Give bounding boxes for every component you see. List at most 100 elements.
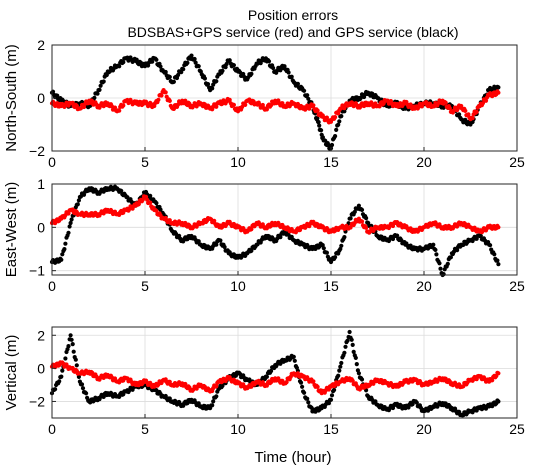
data-point: [339, 243, 344, 248]
data-point: [57, 379, 62, 384]
data-point: [70, 100, 75, 105]
data-point: [211, 399, 216, 404]
data-point: [68, 333, 73, 338]
data-point: [483, 98, 489, 103]
x-tick-label: 0: [48, 421, 56, 437]
data-point: [154, 201, 159, 206]
data-point: [66, 344, 71, 349]
data-point: [117, 108, 122, 113]
data-point: [71, 349, 76, 354]
data-point: [92, 95, 97, 100]
data-point: [455, 248, 460, 253]
data-point: [224, 61, 229, 67]
data-point: [490, 378, 495, 383]
data-point: [443, 100, 448, 105]
data-point: [163, 69, 168, 75]
series-black-east-west: [49, 184, 501, 278]
data-point: [359, 219, 365, 224]
data-point: [478, 233, 483, 238]
data-point: [395, 233, 400, 238]
data-point: [231, 63, 236, 68]
data-point: [158, 64, 163, 69]
data-point: [342, 106, 347, 111]
data-point: [319, 128, 324, 133]
data-point: [356, 371, 361, 376]
data-point: [148, 200, 153, 205]
y-axis-label-north-south: North-South (m): [3, 44, 20, 152]
y-tick-label: 1: [37, 176, 45, 192]
data-point: [334, 127, 339, 132]
data-point: [496, 399, 501, 404]
series-red-north-south: [49, 88, 501, 125]
data-point: [264, 107, 269, 112]
data-point: [223, 65, 228, 70]
y-tick-label: 0: [37, 90, 45, 106]
x-axis-label: Time (hour): [255, 449, 332, 466]
data-point: [214, 104, 219, 109]
data-point: [214, 242, 219, 247]
data-point: [414, 400, 419, 405]
data-point: [163, 90, 168, 95]
data-point: [480, 101, 485, 106]
x-tick-label: 0: [48, 278, 56, 294]
data-point: [59, 374, 64, 379]
data-point: [337, 368, 342, 373]
data-point: [336, 122, 341, 127]
data-point: [218, 238, 223, 243]
data-point: [333, 134, 338, 139]
x-tick-label: 25: [509, 421, 525, 437]
data-point: [249, 248, 254, 253]
data-point: [179, 70, 184, 75]
data-point: [356, 203, 361, 208]
data-point: [101, 79, 106, 84]
data-point: [496, 85, 501, 90]
y-tick-label: 0: [37, 219, 45, 235]
data-point: [286, 232, 291, 237]
data-point: [326, 401, 331, 406]
data-point: [434, 252, 439, 257]
data-point: [269, 103, 274, 108]
data-point: [352, 209, 357, 214]
data-point: [348, 225, 353, 230]
data-point: [154, 208, 159, 213]
data-point: [210, 86, 215, 91]
data-point: [350, 342, 355, 347]
data-point: [60, 252, 65, 257]
data-point: [205, 82, 211, 87]
data-point: [81, 104, 87, 110]
data-point: [474, 109, 479, 114]
data-point: [337, 119, 342, 124]
data-point: [359, 207, 365, 212]
data-point: [167, 74, 172, 80]
y-tick-label: −2: [29, 393, 45, 409]
data-point: [62, 247, 67, 252]
data-point: [67, 224, 72, 229]
x-tick-label: 10: [230, 421, 246, 437]
x-tick-label: 15: [323, 421, 339, 437]
data-point: [167, 98, 172, 103]
data-point: [364, 216, 369, 221]
data-point: [292, 358, 297, 363]
data-point: [269, 368, 274, 374]
data-point: [336, 373, 341, 378]
data-point: [63, 241, 68, 246]
figure-title-line2: BDSBAS+GPS service (red) and GPS service…: [127, 24, 458, 40]
data-point: [74, 363, 79, 368]
x-tick-label: 5: [141, 278, 149, 294]
data-point: [60, 368, 65, 373]
data-point: [466, 112, 471, 117]
data-point: [496, 371, 501, 376]
data-point: [185, 60, 190, 65]
data-point: [210, 403, 215, 408]
x-tick-label: 0: [48, 154, 56, 170]
data-point: [278, 68, 283, 73]
data-point: [196, 239, 201, 244]
data-point: [264, 374, 269, 379]
data-point: [55, 93, 60, 98]
data-point: [214, 79, 219, 84]
data-point: [496, 262, 501, 267]
data-point: [329, 393, 335, 398]
data-point: [305, 93, 310, 98]
data-point: [214, 384, 219, 389]
